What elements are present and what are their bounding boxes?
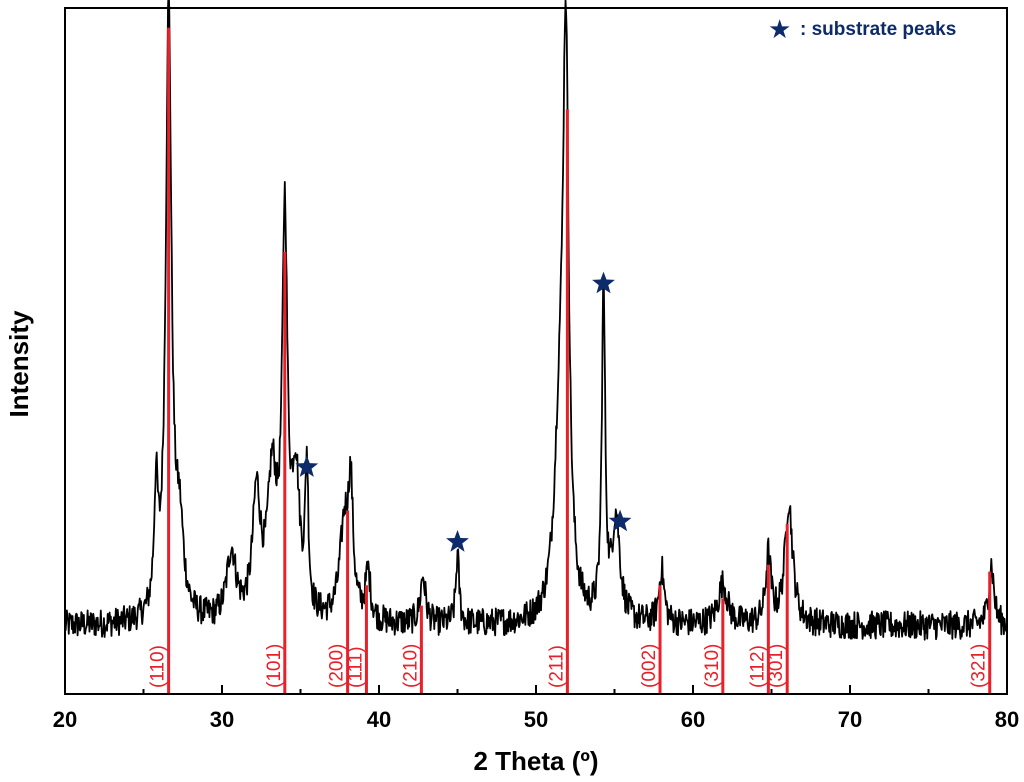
hkl-label: (210) xyxy=(400,644,421,688)
x-tick-label: 30 xyxy=(210,707,234,732)
hkl-labels: (110) (101) (200)(111) (210) (211) (002) (310)… xyxy=(148,644,990,688)
x-tick-label: 40 xyxy=(367,707,391,732)
x-tick-label: 70 xyxy=(838,707,862,732)
plot-frame xyxy=(64,7,1008,695)
hkl-label: (310) xyxy=(702,644,723,688)
plot-area xyxy=(64,0,1008,641)
hkl-label: (321) xyxy=(969,644,990,688)
hkl-label: (211) xyxy=(546,645,567,688)
hkl-label: (101) xyxy=(264,644,285,688)
y-axis-title: Intensity xyxy=(4,310,34,417)
x-tick-label: 20 xyxy=(53,707,77,732)
x-tick-label: 80 xyxy=(995,707,1019,732)
hkl-label: (200) xyxy=(327,644,348,688)
xrd-trace xyxy=(64,0,1008,641)
substrate-star-icon xyxy=(295,455,319,477)
hkl-label: (002) xyxy=(639,644,660,688)
hkl-label: (112) xyxy=(747,645,768,688)
substrate-star-icon xyxy=(446,530,469,552)
hkl-label: (111) xyxy=(345,646,366,688)
hkl-label: (110) xyxy=(148,645,169,688)
legend-star-icon: ★ xyxy=(768,15,791,45)
substrate-star-icon xyxy=(608,509,632,532)
substrate-star-icon xyxy=(592,271,615,294)
substrate-markers xyxy=(295,271,632,552)
legend: ★ : substrate peaks xyxy=(768,15,956,45)
legend-label: : substrate peaks xyxy=(800,19,956,40)
x-tick-label: 50 xyxy=(524,707,548,732)
x-axis-title: 2 Theta (º) xyxy=(473,746,598,776)
x-axis: 20 30 40 50 60 70 80 xyxy=(53,685,1019,732)
hkl-label: (301) xyxy=(766,644,787,688)
x-tick-label: 60 xyxy=(681,707,705,732)
reference-lines xyxy=(167,27,992,694)
